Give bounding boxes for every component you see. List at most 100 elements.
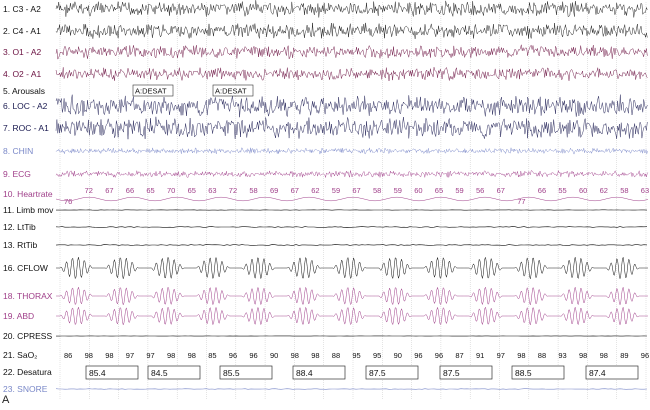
right-tibialis-trace <box>55 244 648 246</box>
chin-emg-trace <box>55 147 648 155</box>
heartrate-value: 63 <box>641 186 649 195</box>
sao2-value: 96 <box>229 351 237 360</box>
sao2-value: 89 <box>620 351 628 360</box>
heartrate-value: 62 <box>600 186 608 195</box>
channel-label: 19. ABD <box>3 311 35 321</box>
heartrate-value: 67 <box>352 186 360 195</box>
channel-label: 2. C4 - A1 <box>3 26 41 36</box>
heartrate-value: 58 <box>249 186 257 195</box>
sao2-value: 98 <box>579 351 587 360</box>
heartrate-value: 55 <box>558 186 566 195</box>
heartrate-value: 65 <box>435 186 443 195</box>
abd-trace <box>56 306 648 326</box>
desaturation-value: 84.5 <box>151 368 168 378</box>
sao2-value: 98 <box>311 351 319 360</box>
sao2-value: 91 <box>476 351 484 360</box>
sao2-value: 97 <box>146 351 154 360</box>
sao2-value: 85 <box>208 351 216 360</box>
ecg-trace <box>55 169 649 179</box>
desaturation-value: 88.5 <box>515 368 532 378</box>
channel-label: 16. CFLOW <box>3 263 48 273</box>
eeg-o1-trace <box>55 44 648 60</box>
desaturation-box <box>585 365 639 380</box>
arousal-event-box <box>132 84 174 97</box>
channel-label: 20. CPRESS <box>3 331 53 341</box>
channel-label: 13. RtTib <box>3 240 38 250</box>
thorax-trace <box>56 286 648 306</box>
channel-label: 7. ROC - A1 <box>3 123 49 133</box>
cflow-trace <box>56 256 648 280</box>
heartrate-value: 72 <box>85 186 93 195</box>
channel-label: 5. Arousals <box>3 86 46 96</box>
sao2-value: 90 <box>270 351 278 360</box>
sao2-value: 96 <box>249 351 257 360</box>
heartrate-value: 59 <box>332 186 340 195</box>
heartrate-value: 69 <box>270 186 278 195</box>
channel-label: 12. LtTib <box>3 222 36 232</box>
desaturation-box <box>511 365 565 380</box>
desaturation-box <box>147 365 201 380</box>
heartrate-value: 66 <box>126 186 134 195</box>
desaturation-box <box>439 365 493 380</box>
desaturation-box <box>219 365 273 380</box>
snore-trace <box>55 388 648 390</box>
channel-label: 1. C3 - A2 <box>3 4 41 14</box>
desaturation-value: 87.5 <box>369 368 386 378</box>
sao2-value: 88 <box>332 351 340 360</box>
eog-roc-trace <box>55 116 648 140</box>
heartrate-value: 72 <box>229 186 237 195</box>
sao2-value: 95 <box>373 351 381 360</box>
sao2-value: 95 <box>352 351 360 360</box>
heartrate-value: 56 <box>476 186 484 195</box>
channel-label: 6. LOC - A2 <box>3 101 48 111</box>
channel-label: 8. CHIN <box>3 146 34 156</box>
sao2-value: 87 <box>455 351 463 360</box>
channel-label: 11. Limb mov <box>3 205 54 215</box>
channel-label: 21. SaO₂ <box>3 350 38 360</box>
channel-label: 10. Heartrate <box>3 189 53 199</box>
heartrate-value: 65 <box>146 186 154 195</box>
arousal-event-label: A:DESAT <box>135 87 167 96</box>
eog-loc-trace <box>55 94 648 118</box>
desaturation-value: 87.4 <box>589 368 606 378</box>
heartrate-value: 63 <box>208 186 216 195</box>
channel-label: 4. O2 - A1 <box>3 69 42 79</box>
channel-label: 3. O1 - A2 <box>3 47 42 57</box>
sao2-value: 86 <box>64 351 72 360</box>
heartrate-value: 58 <box>373 186 381 195</box>
channel-label: 9. ECG <box>3 169 31 179</box>
heartrate-value: 76 <box>64 197 72 206</box>
heartrate-value: 65 <box>188 186 196 195</box>
heartrate-value: 60 <box>579 186 587 195</box>
arousal-event-box <box>212 84 254 97</box>
heartrate-value: 66 <box>538 186 546 195</box>
heartrate-value: 59 <box>455 186 463 195</box>
sao2-value: 88 <box>538 351 546 360</box>
desaturation-value: 88.4 <box>296 368 313 378</box>
sao2-value: 96 <box>435 351 443 360</box>
arousal-event-label: A:DESAT <box>215 87 247 96</box>
heartrate-value: 58 <box>620 186 628 195</box>
signal-traces <box>55 0 649 390</box>
channel-label: 18. THORAX <box>3 291 53 301</box>
eeg-o2-trace <box>55 66 648 82</box>
heartrate-trace <box>55 196 649 202</box>
sao2-value: 90 <box>394 351 402 360</box>
heartrate-value: 62 <box>311 186 319 195</box>
channel-labels: 1. C3 - A2 2. C4 - A1 3. O1 - A2 4. O2 - A1… <box>0 0 56 400</box>
heartrate-value: 70 <box>167 186 175 195</box>
heartrate-value: 60 <box>414 186 422 195</box>
heartrate-value: 67 <box>105 186 113 195</box>
sao2-value: 98 <box>105 351 113 360</box>
sao2-value: 98 <box>291 351 299 360</box>
sao2-value: 98 <box>517 351 525 360</box>
sao2-value: 97 <box>497 351 505 360</box>
heartrate-value: 77 <box>517 197 525 206</box>
sao2-value: 98 <box>600 351 608 360</box>
heartrate-value: 67 <box>291 186 299 195</box>
left-tibialis-trace <box>55 226 648 228</box>
desaturation-value: 85.4 <box>89 368 106 378</box>
sao2-value: 96 <box>641 351 649 360</box>
desaturation-box <box>365 365 419 380</box>
